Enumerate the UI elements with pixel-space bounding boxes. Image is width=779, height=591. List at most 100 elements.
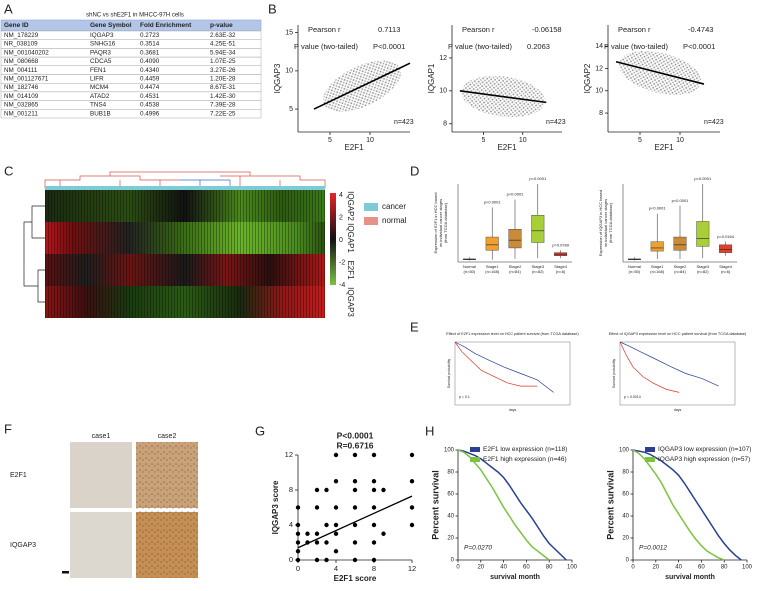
table-cell: TNS4	[90, 102, 107, 109]
legend-swatch	[364, 203, 378, 211]
table-cell: 0.4090	[140, 58, 160, 65]
x-tick-label: Normal	[628, 264, 641, 269]
y-tick-label: 100	[619, 448, 630, 454]
x-tick-label: (n=82)	[697, 269, 709, 274]
point	[324, 540, 329, 545]
y-tick-label: 8	[599, 110, 603, 117]
y-tick-label: 4	[289, 520, 293, 529]
survival-curve	[454, 341, 554, 393]
x-tick-label: Stage4	[554, 264, 567, 269]
legend-label: normal	[382, 216, 407, 225]
table-cell: NR_038109	[4, 41, 38, 48]
point	[381, 531, 386, 536]
stat-value: -0.4743	[688, 25, 713, 34]
x-tick-label: 60	[698, 565, 705, 571]
table-cell: ATAD2	[90, 93, 110, 100]
y-tick-label: 0	[626, 558, 630, 564]
table-cell: 0.4996	[140, 110, 160, 117]
point	[409, 505, 415, 510]
x-tick-label: 8	[372, 564, 376, 573]
x-tick-label: 5	[481, 137, 485, 144]
table-cell: LIFR	[90, 76, 104, 83]
table-cell: 7.22E-25	[210, 110, 236, 117]
box	[696, 221, 710, 247]
y-tick-label: 10	[595, 88, 603, 95]
y-tick-label: 60	[447, 492, 454, 498]
y-tick-label: 8	[289, 485, 293, 494]
x-tick-label: 100	[742, 565, 753, 571]
point	[314, 487, 320, 493]
x-tick-label: Stage2	[509, 264, 522, 269]
legend-label: E2F1 high expression (n=46)	[483, 456, 567, 463]
x-tick-label: 0	[631, 565, 635, 571]
legend-swatch	[470, 457, 480, 462]
x-axis-label: days	[674, 408, 682, 412]
point	[352, 557, 358, 563]
x-tick-label: Stage4	[719, 264, 732, 269]
point	[324, 557, 329, 563]
x-axis-label: survival month	[490, 574, 540, 581]
x-tick-label: 0	[456, 565, 460, 571]
ihc-image	[70, 442, 132, 508]
x-tick-label: (n=168)	[485, 269, 500, 274]
y-tick-label: 20	[622, 536, 629, 542]
point	[409, 452, 415, 458]
point	[295, 540, 301, 545]
sample-size: n=423	[394, 119, 414, 126]
scale-bar	[62, 571, 69, 574]
stat-value: 0.7113	[378, 25, 400, 34]
y-tick-label: 10	[285, 68, 293, 75]
table-cell: 7.39E-28	[210, 102, 236, 109]
column-dendrogram	[44, 171, 326, 188]
y-tick-label: 80	[447, 470, 454, 476]
table-header: Fold Enrichment	[140, 22, 192, 29]
x-axis-label: days	[509, 408, 517, 412]
table-cell: NM_080668	[4, 58, 39, 65]
x-tick-label: 5	[328, 137, 332, 144]
stat-label: P value (two-tailed)	[604, 42, 669, 51]
y-tick-label: 10	[439, 88, 447, 95]
point	[314, 557, 320, 563]
box	[719, 244, 733, 253]
point	[333, 479, 339, 484]
heatmap-texture	[45, 190, 325, 318]
point	[371, 487, 377, 493]
y-tick-label: 12	[595, 65, 603, 72]
point	[352, 522, 358, 528]
table-header: Gene ID	[4, 22, 29, 29]
y-axis-label: IQGAP2	[583, 63, 592, 93]
table-cell: 0.2723	[140, 32, 160, 39]
x-tick-label: 10	[676, 137, 684, 144]
table-cell: 0.3514	[140, 41, 160, 48]
x-axis-label: E2F1	[654, 143, 674, 152]
y-tick-label: 100	[444, 448, 455, 454]
legend-swatch	[470, 447, 480, 452]
table-cell: 0.4531	[140, 93, 160, 100]
legend-label: IQGAP3 low expression (n=107)	[658, 446, 751, 453]
table-cell: 1.07E-25	[210, 58, 236, 65]
column-label: case1	[92, 433, 111, 440]
y-axis-label: Expression of E2F1 in HCC based	[433, 193, 438, 254]
x-axis-label: E2F1	[344, 143, 364, 152]
heatmap-row-label: E2F1	[346, 260, 355, 280]
table-cell: NM_014109	[4, 93, 39, 100]
point	[314, 531, 320, 536]
row-label: E2F1	[10, 472, 27, 479]
point	[333, 505, 339, 510]
table-cell: 8.67E-31	[210, 84, 236, 91]
panel-label: H	[425, 423, 434, 438]
table-cell: 1.42E-30	[210, 93, 236, 100]
color-scale-label: 4	[339, 192, 343, 199]
table-cell: 5.94E-34	[210, 49, 236, 56]
x-tick-label: (n=84)	[674, 269, 686, 274]
point	[324, 522, 329, 528]
stat-title: R=0.6716	[336, 440, 373, 450]
panel-label: E	[410, 319, 419, 334]
y-axis-label: on individual cancer stages	[603, 199, 608, 247]
p-label: p<0.0001	[484, 199, 502, 204]
table-cell: 0.4459	[140, 76, 160, 83]
y-tick-label: 0	[451, 558, 455, 564]
group-strip	[45, 186, 325, 190]
table-cell: NM_032865	[4, 102, 39, 109]
y-tick-label: 8	[443, 121, 447, 128]
